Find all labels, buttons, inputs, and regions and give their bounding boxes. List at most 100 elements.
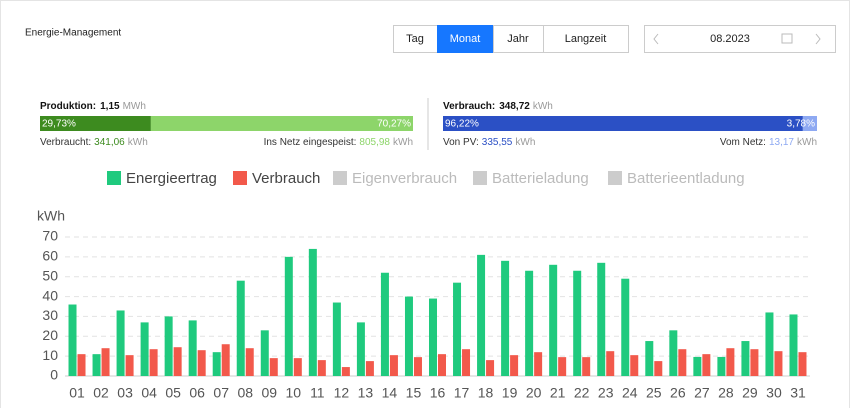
bar	[77, 354, 86, 376]
bar	[212, 352, 221, 376]
bar-segment	[40, 116, 151, 131]
legend-swatch[interactable]	[233, 171, 247, 185]
bar	[462, 349, 471, 376]
bar	[453, 282, 462, 376]
panel-right: Vom Netz: 13,17 kWh	[720, 137, 817, 148]
bar	[413, 357, 422, 376]
x-tick-label: 07	[213, 385, 229, 401]
bar	[669, 330, 678, 376]
bar	[365, 361, 374, 376]
bar	[380, 272, 389, 376]
bar	[140, 322, 149, 376]
bar	[125, 355, 134, 376]
x-tick-label: 22	[574, 385, 590, 401]
bar	[356, 322, 365, 376]
date-picker[interactable]	[644, 25, 836, 53]
bar	[68, 304, 77, 376]
bar	[101, 348, 110, 376]
tab[interactable]	[543, 25, 629, 53]
x-tick-label: 16	[430, 385, 446, 401]
bar	[765, 312, 774, 376]
y-tick-label: 30	[42, 307, 58, 323]
bar	[149, 349, 158, 376]
y-tick-label: 0	[50, 367, 58, 383]
panel-label: Produktion:	[40, 101, 96, 112]
panel-value: 1,15	[100, 101, 120, 112]
date: 08.2023	[710, 33, 750, 45]
legend-label: Energieertrag	[126, 170, 217, 187]
bar	[525, 270, 534, 376]
x-tick-label: 31	[790, 385, 806, 401]
bar	[221, 344, 230, 376]
date-arrows[interactable]	[653, 33, 821, 45]
right-unit: kWh	[393, 137, 413, 148]
bar	[702, 354, 711, 376]
segment-label: 70,27%	[377, 119, 411, 130]
x-tick-label: 29	[742, 385, 758, 401]
x-tick-label: 02	[93, 385, 109, 401]
bar	[510, 355, 519, 376]
x-tick-label: 21	[550, 385, 566, 401]
right-value: 13,17	[769, 137, 794, 148]
tab[interactable]	[493, 25, 544, 53]
y-tick-label: 20	[42, 327, 58, 343]
panel-header: Produktion: 1,15 MWh	[40, 101, 146, 112]
bar	[197, 350, 206, 376]
panel-header: Verbrauch: 348,72 kWh	[443, 101, 553, 112]
panel-value: 348,72	[499, 101, 530, 112]
bar	[597, 262, 606, 376]
segment-label: 96,22%	[445, 119, 479, 130]
x-tick-label: 12	[334, 385, 350, 401]
y-tick-label: 60	[42, 248, 58, 264]
bar	[789, 314, 798, 376]
tab[interactable]	[393, 25, 438, 53]
x-tick-label: 28	[718, 385, 734, 401]
bar	[164, 316, 173, 376]
bar	[389, 355, 398, 376]
legend-label: Batterieladung	[492, 170, 589, 187]
x-tick-label: 18	[478, 385, 494, 401]
bar	[582, 357, 591, 376]
bar	[92, 354, 101, 376]
bar	[750, 349, 759, 376]
bar	[173, 347, 182, 376]
bar	[774, 351, 783, 376]
legend-label: Batterieentladung	[627, 170, 745, 187]
panel-left: Von PV: 335,55 kWh	[443, 137, 535, 148]
left-label: Von PV:	[443, 137, 479, 148]
x-tick-label: 09	[261, 385, 277, 401]
x-tick-label: 10	[286, 385, 302, 401]
bar	[236, 280, 245, 376]
x-tick-label: 24	[622, 385, 638, 401]
legend-swatch[interactable]	[473, 171, 487, 185]
tab-label: Langzeit	[565, 33, 607, 45]
bar	[549, 264, 558, 376]
bar	[332, 302, 341, 376]
bar	[308, 248, 317, 376]
right-label: Vom Netz:	[720, 137, 766, 148]
left-value: 341,06	[94, 137, 125, 148]
bar	[741, 341, 750, 376]
bar	[245, 348, 254, 376]
bar	[558, 357, 567, 376]
legend-swatch[interactable]	[333, 171, 347, 185]
bar	[293, 358, 302, 376]
bar	[798, 352, 807, 376]
calendar-icon[interactable]	[781, 33, 793, 44]
bar	[630, 355, 639, 376]
legend-swatch[interactable]	[608, 171, 622, 185]
x-tick-label: 25	[646, 385, 662, 401]
panel-unit: MWh	[123, 101, 146, 112]
panel-unit: kWh	[533, 101, 553, 112]
legend-swatch[interactable]	[107, 171, 121, 185]
bar	[188, 320, 197, 376]
x-tick-label: 17	[454, 385, 470, 401]
bar	[501, 260, 510, 376]
legend-label: Eigenverbrauch	[352, 170, 457, 187]
x-tick-label: 01	[69, 385, 85, 401]
panel-label: Verbrauch:	[443, 101, 495, 112]
bar	[486, 360, 495, 376]
legend-label: Verbrauch	[252, 170, 320, 187]
